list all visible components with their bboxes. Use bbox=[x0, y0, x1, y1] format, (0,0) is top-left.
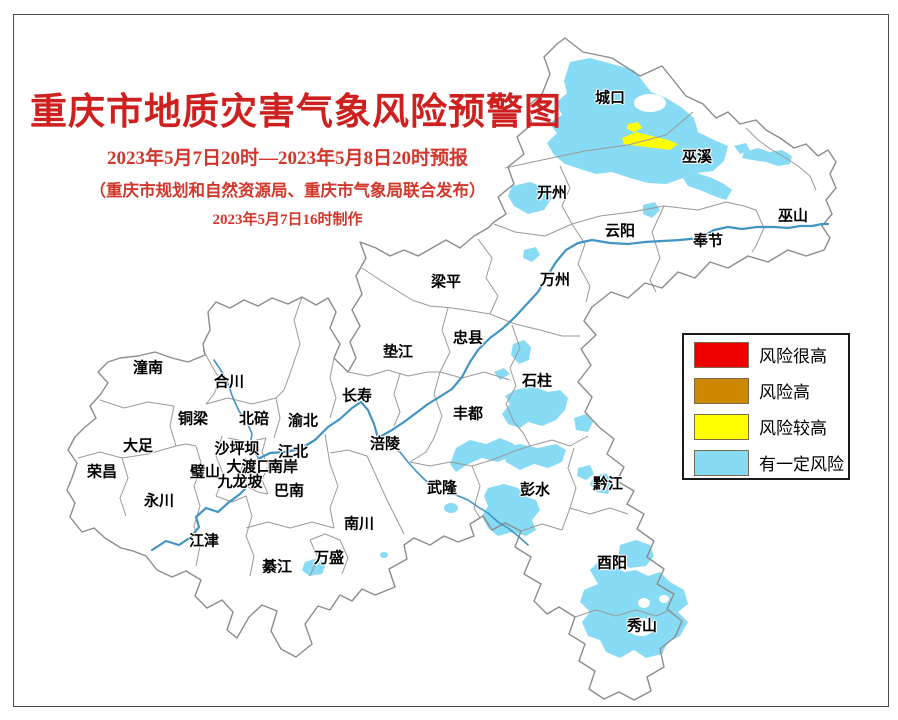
legend-row-high: 风险高 bbox=[694, 377, 848, 404]
legend-row-very-high: 风险很高 bbox=[694, 341, 848, 368]
risk-areas-some-risk bbox=[302, 58, 792, 658]
risk-area-holes bbox=[628, 94, 669, 636]
legend-swatch-very-high bbox=[694, 341, 749, 368]
page-title: 重庆市地质灾害气象风险预警图 bbox=[30, 92, 562, 133]
title-block: 重庆市地质灾害气象风险预警图 2023年5月7日20时—2023年5月8日20时… bbox=[30, 90, 562, 229]
forecast-period-subtitle: 2023年5月7日20时—2023年5月8日20时预报 bbox=[106, 148, 468, 169]
legend-swatch-high bbox=[694, 377, 749, 404]
jialing-river bbox=[213, 359, 259, 458]
wujiang-river bbox=[377, 437, 529, 546]
legend-row-medium-high: 风险较高 bbox=[694, 413, 848, 440]
production-time-subtitle: 2023年5月7日16时制作 bbox=[212, 212, 363, 228]
risk-areas-medium-high bbox=[622, 122, 678, 150]
rivers bbox=[150, 222, 830, 552]
legend-swatch-medium-high bbox=[694, 413, 749, 440]
district-borders bbox=[77, 111, 817, 618]
legend-label-medium-high: 风险较高 bbox=[759, 419, 827, 438]
chongqing-outer-boundary bbox=[66, 37, 837, 701]
issuing-agencies-subtitle: （重庆市规划和自然资源局、重庆市气象局联合发布） bbox=[89, 181, 486, 200]
legend-label-some-risk: 有一定风险 bbox=[759, 455, 844, 474]
legend-label-very-high: 风险很高 bbox=[759, 347, 827, 366]
risk-legend: 风险很高 风险高 风险较高 有一定风险 bbox=[682, 333, 850, 480]
legend-row-some-risk: 有一定风险 bbox=[694, 449, 848, 476]
yangtze-river bbox=[150, 222, 830, 552]
legend-swatch-some-risk bbox=[694, 449, 749, 476]
legend-label-high: 风险高 bbox=[759, 383, 810, 402]
